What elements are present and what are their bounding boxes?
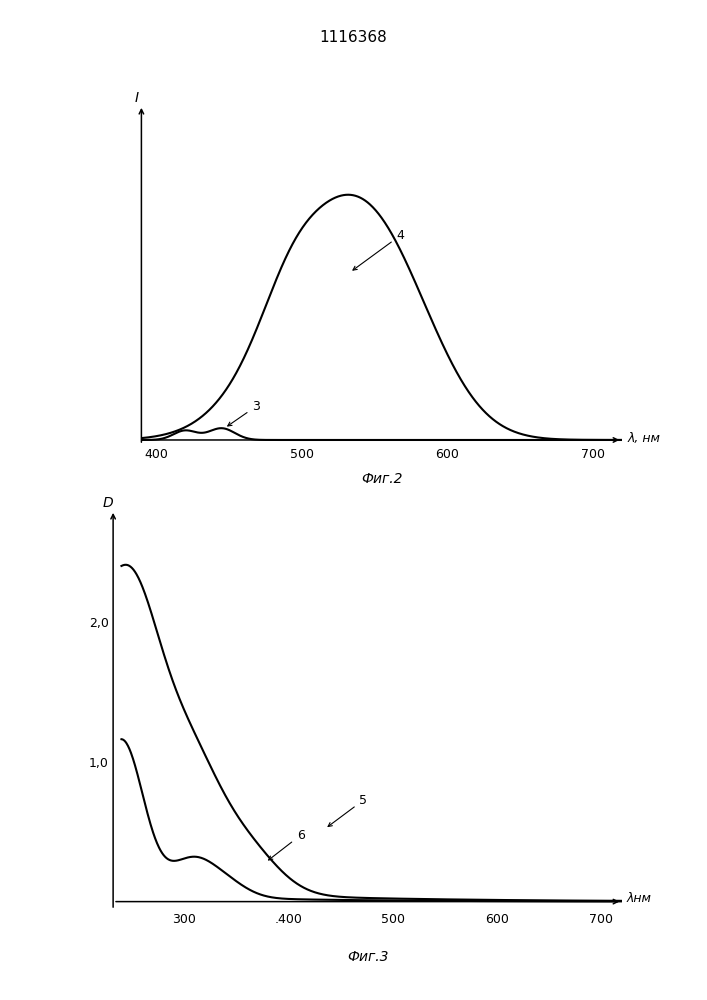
Text: λ, нм: λ, нм	[628, 432, 661, 445]
Text: Фиг.2: Фиг.2	[361, 472, 402, 486]
Text: 4: 4	[353, 229, 404, 270]
Text: 6: 6	[269, 829, 305, 860]
Text: I: I	[135, 91, 139, 105]
Text: 1116368: 1116368	[320, 30, 387, 45]
Text: λнм: λнм	[626, 892, 651, 905]
Text: 5: 5	[328, 794, 368, 826]
Text: Фиг.3: Фиг.3	[347, 950, 388, 964]
Text: 3: 3	[228, 400, 260, 426]
Text: D: D	[103, 496, 113, 510]
